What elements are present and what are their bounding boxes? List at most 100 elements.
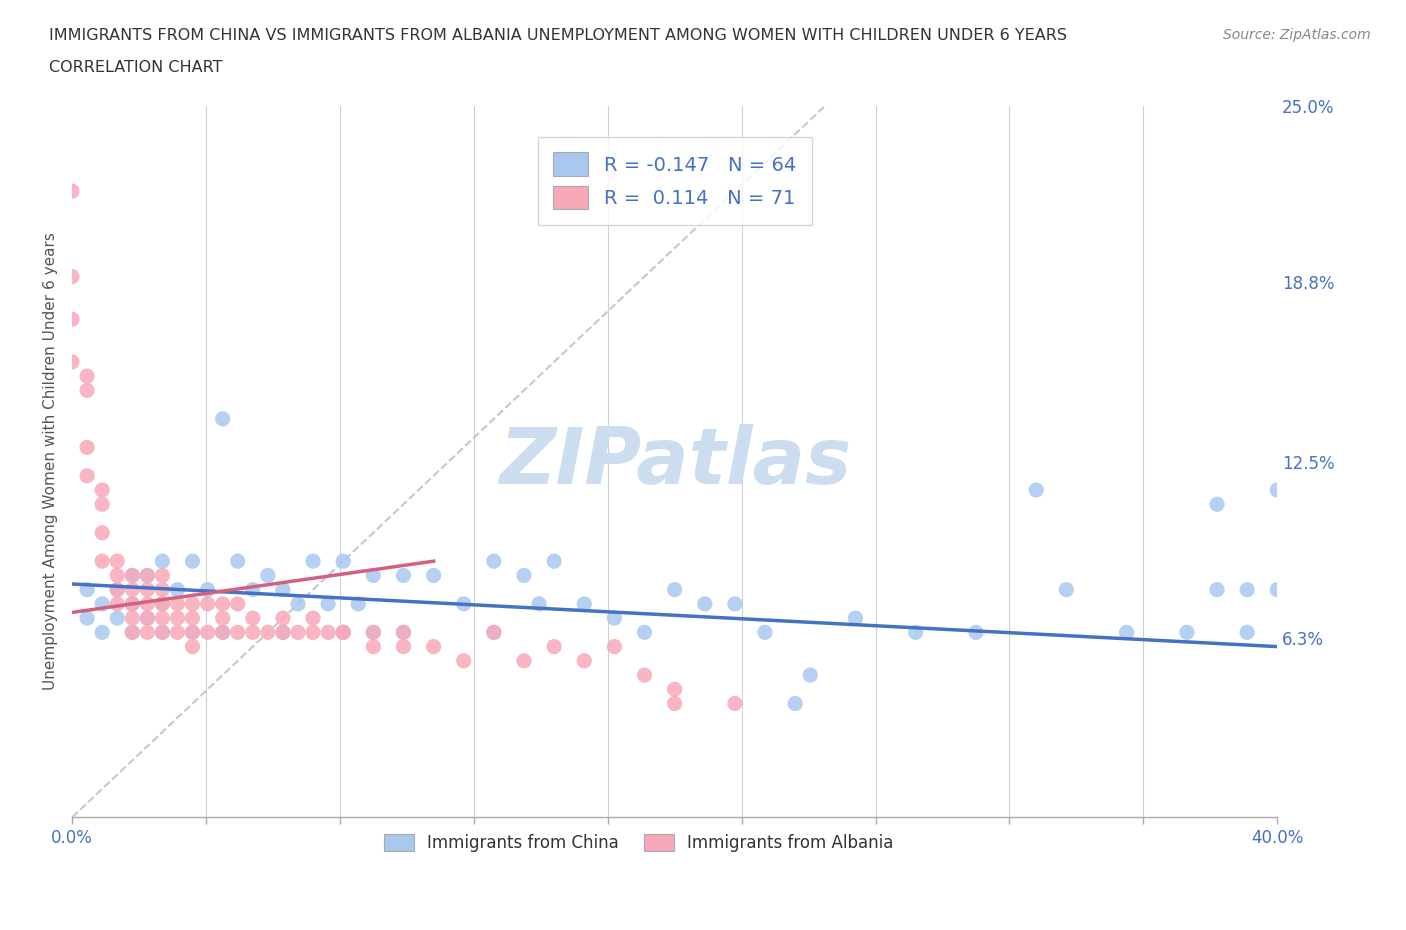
Point xyxy=(482,625,505,640)
Point xyxy=(482,625,505,640)
Point xyxy=(136,611,159,626)
Point xyxy=(271,582,294,597)
Point xyxy=(242,582,264,597)
Point xyxy=(76,469,98,484)
Point xyxy=(121,582,143,597)
Point xyxy=(152,582,174,597)
Point xyxy=(543,553,565,568)
Point xyxy=(91,625,114,640)
Point xyxy=(633,668,655,683)
Point xyxy=(1265,483,1288,498)
Point xyxy=(166,611,188,626)
Point xyxy=(60,183,83,198)
Point xyxy=(799,668,821,683)
Point xyxy=(136,625,159,640)
Point xyxy=(693,596,716,611)
Point xyxy=(105,611,128,626)
Point xyxy=(1115,625,1137,640)
Point xyxy=(392,625,415,640)
Point xyxy=(60,269,83,284)
Point xyxy=(271,611,294,626)
Point xyxy=(633,625,655,640)
Point xyxy=(166,582,188,597)
Point xyxy=(965,625,987,640)
Point xyxy=(513,568,536,583)
Point xyxy=(152,596,174,611)
Point xyxy=(302,625,325,640)
Point xyxy=(754,625,776,640)
Point xyxy=(60,354,83,369)
Point xyxy=(152,625,174,640)
Point xyxy=(363,625,385,640)
Point xyxy=(197,596,219,611)
Point xyxy=(664,696,686,711)
Point xyxy=(152,596,174,611)
Point xyxy=(152,553,174,568)
Point xyxy=(136,568,159,583)
Point xyxy=(136,611,159,626)
Point xyxy=(392,639,415,654)
Point xyxy=(76,383,98,398)
Point xyxy=(1175,625,1198,640)
Point xyxy=(332,553,354,568)
Point xyxy=(363,568,385,583)
Point xyxy=(136,596,159,611)
Point xyxy=(422,639,444,654)
Point xyxy=(1236,582,1258,597)
Point xyxy=(316,596,339,611)
Point xyxy=(91,497,114,512)
Point xyxy=(724,596,747,611)
Point xyxy=(166,596,188,611)
Point xyxy=(197,582,219,597)
Point xyxy=(152,611,174,626)
Point xyxy=(76,440,98,455)
Point xyxy=(287,625,309,640)
Point xyxy=(91,525,114,540)
Point xyxy=(603,611,626,626)
Point xyxy=(181,625,204,640)
Point xyxy=(136,568,159,583)
Point xyxy=(211,625,233,640)
Point xyxy=(316,625,339,640)
Point xyxy=(60,312,83,326)
Point xyxy=(166,625,188,640)
Point xyxy=(543,639,565,654)
Point xyxy=(152,568,174,583)
Point xyxy=(257,625,280,640)
Point xyxy=(287,596,309,611)
Point xyxy=(574,654,596,669)
Point xyxy=(121,568,143,583)
Point xyxy=(76,582,98,597)
Point xyxy=(302,553,325,568)
Point xyxy=(513,654,536,669)
Point xyxy=(181,596,204,611)
Point xyxy=(105,553,128,568)
Point xyxy=(242,611,264,626)
Point xyxy=(363,639,385,654)
Point xyxy=(121,611,143,626)
Point xyxy=(181,611,204,626)
Point xyxy=(211,611,233,626)
Point xyxy=(1265,582,1288,597)
Point xyxy=(181,625,204,640)
Point xyxy=(392,568,415,583)
Point xyxy=(121,625,143,640)
Point xyxy=(197,625,219,640)
Point xyxy=(1206,582,1229,597)
Point xyxy=(211,596,233,611)
Point xyxy=(527,596,550,611)
Point xyxy=(91,596,114,611)
Point xyxy=(302,611,325,626)
Point xyxy=(152,625,174,640)
Point xyxy=(242,625,264,640)
Point xyxy=(392,625,415,640)
Point xyxy=(211,411,233,426)
Point xyxy=(105,568,128,583)
Point xyxy=(422,568,444,583)
Point xyxy=(574,596,596,611)
Point xyxy=(76,611,98,626)
Point xyxy=(347,596,370,611)
Point xyxy=(904,625,927,640)
Point xyxy=(105,596,128,611)
Text: CORRELATION CHART: CORRELATION CHART xyxy=(49,60,222,75)
